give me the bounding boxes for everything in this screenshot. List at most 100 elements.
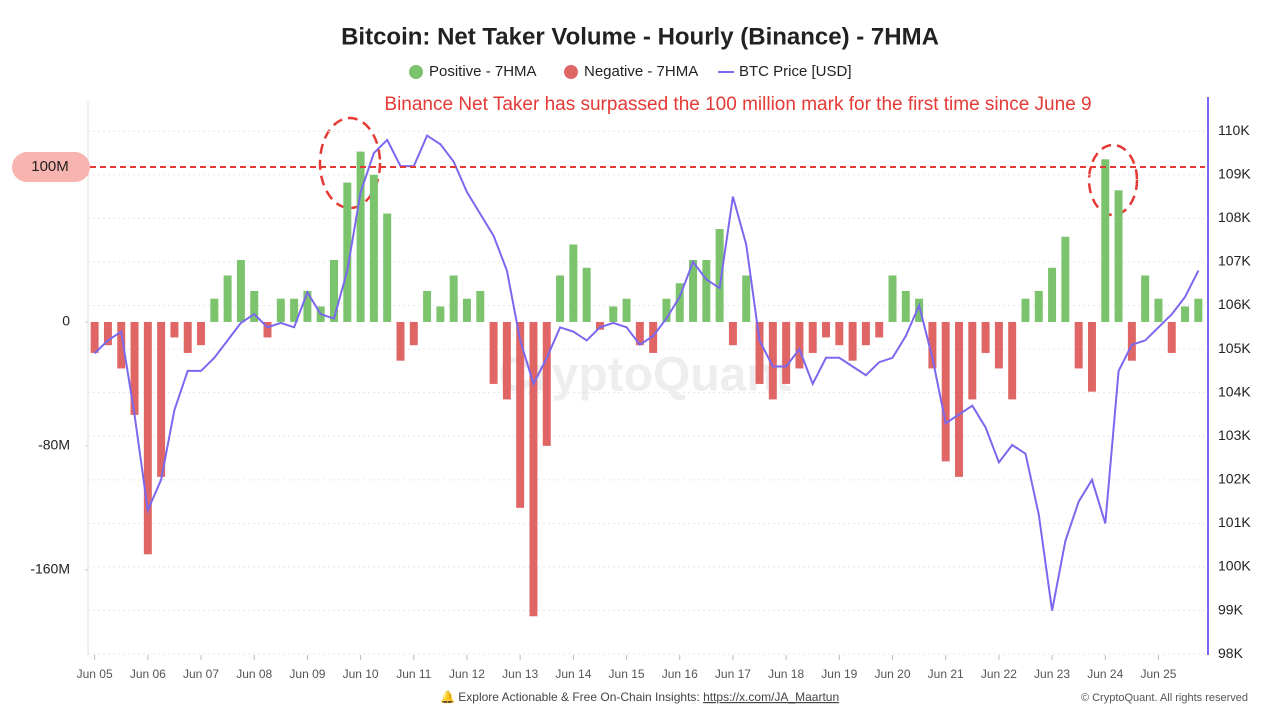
bar <box>782 321 791 384</box>
bar <box>423 290 432 322</box>
bar <box>263 321 272 338</box>
bar <box>1154 298 1163 322</box>
bar <box>1074 321 1083 369</box>
bar <box>250 290 259 322</box>
bar <box>117 321 126 369</box>
bar <box>343 182 352 322</box>
legend: Positive - 7HMA Negative - 7HMA BTC Price … <box>409 63 852 80</box>
bar <box>768 321 777 400</box>
x-tick-label: Jun 15 <box>609 667 645 681</box>
bar <box>130 321 139 415</box>
bar <box>556 275 565 322</box>
bar <box>223 275 232 322</box>
y2-tick-label: 104K <box>1218 383 1251 399</box>
bar <box>409 321 418 346</box>
x-tick-label: Jun 09 <box>289 667 325 681</box>
y-tick-label: -80M <box>38 437 70 453</box>
y2-tick-label: 100K <box>1218 558 1251 574</box>
x-tick-label: Jun 19 <box>821 667 857 681</box>
bar <box>303 290 312 322</box>
bar <box>861 321 870 346</box>
bar <box>955 321 963 477</box>
bar <box>1127 321 1136 361</box>
bar <box>662 298 671 322</box>
x-tick-label: Jun 12 <box>449 667 485 681</box>
x-tick-label: Jun 05 <box>77 667 113 681</box>
bar <box>170 321 179 338</box>
bar <box>915 298 924 322</box>
bar <box>356 151 365 322</box>
bar <box>476 290 485 322</box>
x-tick-label: Jun 23 <box>1034 667 1070 681</box>
bar <box>396 321 405 361</box>
bar <box>197 321 206 346</box>
x-tick-label: Jun 16 <box>662 667 698 681</box>
x-tick-label: Jun 11 <box>396 667 431 681</box>
x-tick-label: Jun 22 <box>981 667 1017 681</box>
bar <box>290 298 299 322</box>
bar <box>489 321 498 384</box>
bar <box>143 321 152 555</box>
reference-label: 100M <box>31 158 69 175</box>
bar <box>649 321 658 353</box>
y2-tick-label: 102K <box>1218 471 1251 487</box>
x-tick-label: Jun 06 <box>130 667 166 681</box>
highlight <box>1087 143 1139 217</box>
bar <box>569 244 578 322</box>
bar <box>542 321 551 446</box>
bar <box>183 321 192 353</box>
bar <box>689 260 698 322</box>
bar <box>1087 321 1096 392</box>
bar <box>103 321 112 346</box>
x-tick-label: Jun 25 <box>1140 667 1176 681</box>
bar <box>888 275 897 322</box>
bar <box>795 321 804 369</box>
y2-tick-label: 103K <box>1218 427 1251 443</box>
legend-label: BTC Price [USD] <box>739 63 852 80</box>
y2-tick-label: 98K <box>1218 645 1244 661</box>
bar <box>928 321 937 369</box>
bar <box>330 260 338 322</box>
x-tick-label: Jun 07 <box>183 667 219 681</box>
bar <box>808 321 817 353</box>
bar <box>609 306 618 322</box>
price-line <box>93 134 1200 611</box>
legend-swatch <box>409 65 423 79</box>
bar <box>742 275 751 322</box>
bar <box>502 321 511 400</box>
x-tick-label: Jun 10 <box>343 667 379 681</box>
bar <box>529 321 538 617</box>
bar <box>90 321 99 353</box>
bar <box>835 321 844 346</box>
bar <box>875 321 884 338</box>
bar <box>968 321 977 400</box>
bar <box>369 174 378 322</box>
bar <box>622 298 631 322</box>
bar <box>449 275 458 322</box>
y-tick-label: -160M <box>30 561 70 577</box>
copyright: © CryptoQuant. All rights reserved <box>1081 692 1248 704</box>
bar <box>1101 159 1110 322</box>
bar <box>157 321 166 477</box>
y2-tick-label: 110K <box>1218 122 1250 138</box>
y2-tick-label: 109K <box>1218 165 1251 181</box>
bar <box>1181 306 1190 322</box>
y2-tick-label: 107K <box>1218 253 1251 269</box>
x-tick-label: Jun 14 <box>555 667 591 681</box>
bar <box>994 321 1003 369</box>
x-tick-label: Jun 21 <box>928 667 964 681</box>
bar <box>822 321 831 338</box>
x-tick-label: Jun 20 <box>874 667 910 681</box>
x-tick-label: Jun 17 <box>715 667 751 681</box>
bar <box>516 321 525 508</box>
y2-tick-label: 105K <box>1218 340 1251 356</box>
x-tick-label: Jun 18 <box>768 667 804 681</box>
bar <box>675 283 684 322</box>
y-tick-label: 0 <box>62 313 70 329</box>
bar <box>276 298 285 322</box>
bar <box>728 321 737 346</box>
x-tick-label: Jun 13 <box>502 667 538 681</box>
bar <box>1167 321 1176 353</box>
bar <box>1114 190 1123 322</box>
